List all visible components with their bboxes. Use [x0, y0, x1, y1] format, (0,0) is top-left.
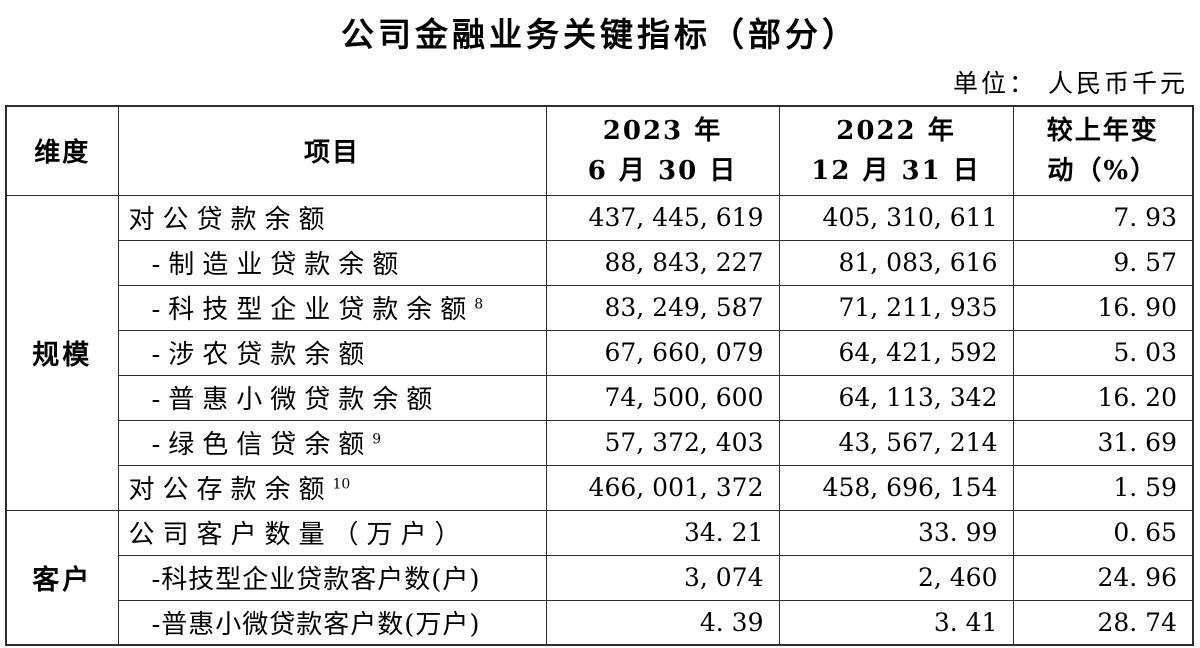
dimension-cell: 规模 [5, 194, 119, 511]
header-line: 较上年变 [1046, 115, 1159, 146]
value-2023-cell: 67, 660, 079 [545, 329, 780, 376]
table-row: -科技型企业贷款客户数(户) 3, 074 2, 460 24. 96 [6, 554, 1194, 601]
value-2022-cell: 2, 460 [778, 554, 1014, 601]
table-header-row: 维度 项目 2023 年 6 月 30 日 2022 年 12 月 31 日 较… [5, 105, 1194, 196]
indicators-table: 维度 项目 2023 年 6 月 30 日 2022 年 12 月 31 日 较… [5, 105, 1194, 646]
value-2022-cell: 43, 567, 214 [778, 419, 1014, 466]
value-2023-cell: 4. 39 [545, 599, 780, 646]
value-2023-cell: 466, 001, 372 [545, 464, 780, 511]
dimension-cell: 客户 [5, 509, 119, 646]
change-percent-cell: 16. 20 [1012, 374, 1194, 421]
value-2022-cell: 405, 310, 611 [778, 194, 1014, 241]
value-2022-cell: 458, 696, 154 [778, 464, 1014, 511]
value-2022-cell: 33. 99 [778, 509, 1014, 556]
value-2023-cell: 83, 249, 587 [545, 284, 780, 331]
table-row: -绿色信贷余额9 57, 372, 403 43, 567, 214 31. 69 [6, 419, 1194, 466]
header-period-2022: 2022 年 12 月 31 日 [778, 105, 1014, 196]
table-row: -科技型企业贷款余额8 83, 249, 587 71, 211, 935 16. 9… [6, 284, 1194, 331]
header-line: 6 月 30 日 [587, 155, 738, 186]
value-2023-cell: 437, 445, 619 [545, 194, 780, 241]
item-cell: -制造业贷款余额 [117, 239, 547, 286]
item-cell: -科技型企业贷款余额8 [117, 284, 547, 331]
value-2023-cell: 3, 074 [545, 554, 780, 601]
header-line: 12 月 31 日 [811, 155, 981, 186]
footnote-ref: 8 [474, 296, 484, 313]
table-row: 客户 公司客户数量（万户） 34. 21 33. 99 0. 65 [5, 509, 1194, 646]
item-cell: -涉农贷款余额 [117, 329, 547, 376]
item-cell: -普惠小微贷款余额 [117, 374, 547, 421]
item-cell: 对公贷款余额 [117, 194, 547, 241]
value-2022-cell: 71, 211, 935 [778, 284, 1014, 331]
value-2022-cell: 81, 083, 616 [778, 239, 1014, 286]
unit-note: 单位： 人民币千元 [953, 69, 1188, 98]
item-cell: 对公存款余额10 [117, 464, 547, 511]
footnote-ref: 10 [332, 476, 351, 493]
table-row: 对公存款余额10 466, 001, 372 458, 696, 154 1. 59 [6, 464, 1194, 511]
value-2023-cell: 74, 500, 600 [545, 374, 780, 421]
header-item: 项目 [117, 105, 547, 196]
header-line: 动（%） [1047, 155, 1159, 186]
value-2022-cell: 64, 113, 342 [778, 374, 1014, 421]
page-title: 公司金融业务关键指标（部分） [341, 15, 859, 54]
footnote-ref: 9 [372, 431, 382, 448]
header-period-2023: 2023 年 6 月 30 日 [545, 105, 780, 196]
header-line: 2022 年 [836, 115, 956, 146]
item-cell: -普惠小微贷款客户数(万户) [117, 599, 547, 646]
item-cell: 公司客户数量（万户） [117, 509, 547, 556]
value-2022-cell: 64, 421, 592 [778, 329, 1014, 376]
table-row: -普惠小微贷款客户数(万户) 4. 39 3. 41 28. 74 [6, 599, 1194, 646]
change-percent-cell: 7. 93 [1012, 194, 1194, 241]
table-row: -普惠小微贷款余额 74, 500, 600 64, 113, 342 16. 20 [6, 374, 1194, 421]
table-row: 规模 对公贷款余额 437, 445, 619 405, 310, 611 7. 93 [5, 194, 1194, 511]
item-cell: -绿色信贷余额9 [117, 419, 547, 466]
table-row: -涉农贷款余额 67, 660, 079 64, 421, 592 5. 03 [6, 329, 1194, 376]
header-change: 较上年变 动（%） [1012, 105, 1194, 196]
change-percent-cell: 16. 90 [1012, 284, 1194, 331]
change-percent-cell: 31. 69 [1012, 419, 1194, 466]
change-percent-cell: 1. 59 [1012, 464, 1194, 511]
table-body: 规模 对公贷款余额 437, 445, 619 405, 310, 611 7. 93-… [5, 194, 1194, 646]
change-percent-cell: 5. 03 [1012, 329, 1194, 376]
change-percent-cell: 9. 57 [1012, 239, 1194, 286]
value-2023-cell: 57, 372, 403 [545, 419, 780, 466]
change-percent-cell: 24. 96 [1012, 554, 1194, 601]
header-dimension: 维度 [5, 105, 119, 196]
table-row: -制造业贷款余额 88, 843, 227 81, 083, 616 9. 57 [6, 239, 1194, 286]
value-2023-cell: 34. 21 [545, 509, 780, 556]
value-2023-cell: 88, 843, 227 [545, 239, 780, 286]
header-line: 2023 年 [602, 115, 723, 146]
item-cell: -科技型企业贷款客户数(户) [117, 554, 547, 601]
value-2022-cell: 3. 41 [778, 599, 1014, 646]
change-percent-cell: 0. 65 [1012, 509, 1194, 556]
change-percent-cell: 28. 74 [1012, 599, 1194, 646]
